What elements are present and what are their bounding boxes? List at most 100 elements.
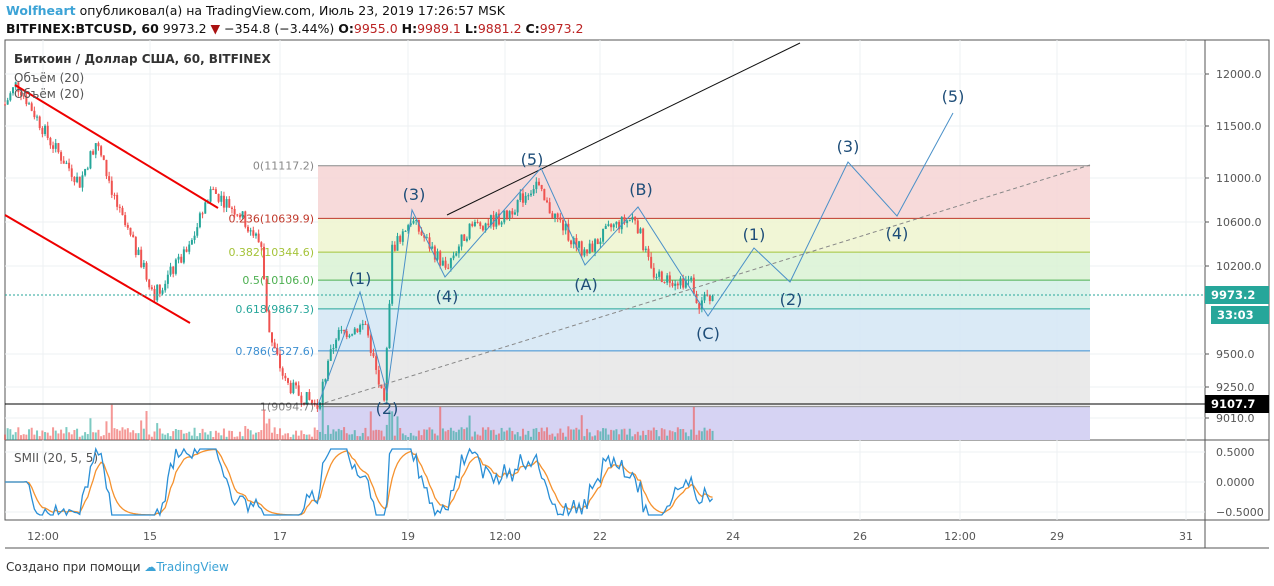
volume-bar xyxy=(337,428,340,440)
candle xyxy=(44,125,47,135)
candle xyxy=(57,143,60,153)
volume-bar xyxy=(116,429,119,440)
volume-bar xyxy=(668,430,671,440)
volume-bar xyxy=(172,431,175,440)
candle xyxy=(650,256,653,268)
volume-bar xyxy=(284,433,287,440)
candle xyxy=(12,87,15,94)
candle xyxy=(148,279,151,288)
candle xyxy=(198,213,201,228)
volume-bar xyxy=(687,436,690,440)
volume-bar xyxy=(236,436,239,440)
volume-bar xyxy=(377,429,380,440)
candle xyxy=(423,235,426,238)
volume-bar xyxy=(578,429,581,440)
volume-bar xyxy=(313,427,316,440)
tradingview-link[interactable]: TradingView xyxy=(156,560,229,574)
smii-legend[interactable]: SMII (20, 5, 5) xyxy=(14,451,99,465)
volume-bar xyxy=(196,436,199,440)
candle xyxy=(364,323,367,325)
volume-bar xyxy=(481,427,484,440)
volume-bar xyxy=(335,431,338,440)
candle xyxy=(108,176,111,181)
volume-bar xyxy=(36,430,39,440)
candle xyxy=(615,221,618,225)
volume-bar xyxy=(4,434,6,440)
candle xyxy=(25,95,28,105)
volume-bar xyxy=(108,432,111,440)
candle xyxy=(463,234,466,241)
candle xyxy=(252,230,255,236)
volume-bar xyxy=(492,429,495,440)
volume-bar xyxy=(711,430,714,440)
candle xyxy=(100,146,103,156)
volume-bar xyxy=(287,433,290,440)
price-tick-label: 12000.0 xyxy=(1216,68,1262,81)
time-tick-label: 12:00 xyxy=(944,530,976,543)
volume-bar xyxy=(575,427,578,440)
candle xyxy=(586,249,589,254)
volume-bar xyxy=(233,436,236,440)
volume-bar xyxy=(54,430,57,440)
candle xyxy=(222,195,225,208)
time-tick-label: 31 xyxy=(1179,530,1193,543)
volume-bar xyxy=(674,432,677,440)
candle xyxy=(126,225,129,228)
wave-label: (1) xyxy=(743,225,766,244)
volume-bar xyxy=(228,430,231,440)
volume-bar xyxy=(700,431,703,440)
candle xyxy=(158,284,161,294)
candle xyxy=(495,213,498,227)
candle xyxy=(500,222,503,225)
candle xyxy=(289,382,292,394)
candle xyxy=(134,236,137,255)
candle xyxy=(260,242,263,247)
fib-zone xyxy=(318,252,1090,281)
published-text: опубликовал(а) на TradingView.com, Июль … xyxy=(79,3,505,18)
price-tick-label: 9010.0 xyxy=(1216,412,1255,425)
candle xyxy=(145,262,148,280)
volume-bar xyxy=(252,434,255,440)
candle xyxy=(431,246,434,249)
volume-bar xyxy=(380,430,383,440)
author-link[interactable]: Wolfheart xyxy=(6,3,76,18)
volume-legend-2[interactable]: Объём (20) xyxy=(14,87,85,101)
time-tick-label: 19 xyxy=(401,530,415,543)
volume-bar xyxy=(132,430,135,440)
volume-bar xyxy=(540,427,543,440)
volume-bar xyxy=(57,433,60,440)
footer-text: Создано при помощи xyxy=(6,560,141,574)
fib-level-label: 0(11117.2) xyxy=(253,160,314,173)
volume-bar xyxy=(388,410,391,440)
channel-line-lower xyxy=(4,214,191,324)
candle xyxy=(94,143,97,155)
volume-bar xyxy=(94,432,97,440)
volume-bar xyxy=(626,434,629,440)
volume-bar xyxy=(476,434,479,440)
volume-bar xyxy=(559,428,562,440)
candle xyxy=(377,369,380,385)
fib-zone xyxy=(318,280,1090,309)
volume-bar xyxy=(548,434,551,440)
candle xyxy=(599,241,602,245)
volume-legend[interactable]: Объём (20) xyxy=(14,71,85,85)
volume-bar xyxy=(76,428,79,440)
candle xyxy=(529,193,532,196)
candle xyxy=(393,244,396,251)
volume-bar xyxy=(364,427,367,440)
wave-label: (B) xyxy=(629,180,652,199)
volume-bar xyxy=(300,430,303,440)
volume-bar xyxy=(497,433,500,440)
elliott-wave-path xyxy=(317,112,954,406)
volume-bar xyxy=(529,436,532,440)
volume-bar xyxy=(508,427,511,440)
volume-bar xyxy=(431,429,434,440)
smii-tick-label: 0.5000 xyxy=(1216,446,1255,459)
candle xyxy=(150,287,153,290)
volume-bar xyxy=(404,435,407,440)
candle xyxy=(228,199,231,208)
candle xyxy=(70,168,73,177)
volume-bar xyxy=(311,436,314,440)
candle xyxy=(225,199,228,208)
